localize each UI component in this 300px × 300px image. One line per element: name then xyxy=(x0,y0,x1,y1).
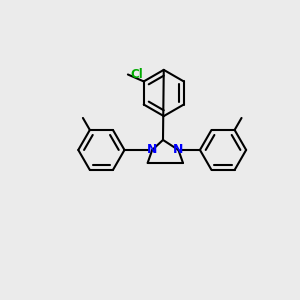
Text: N: N xyxy=(173,143,184,157)
Text: Cl: Cl xyxy=(130,68,143,81)
Text: N: N xyxy=(147,143,158,157)
